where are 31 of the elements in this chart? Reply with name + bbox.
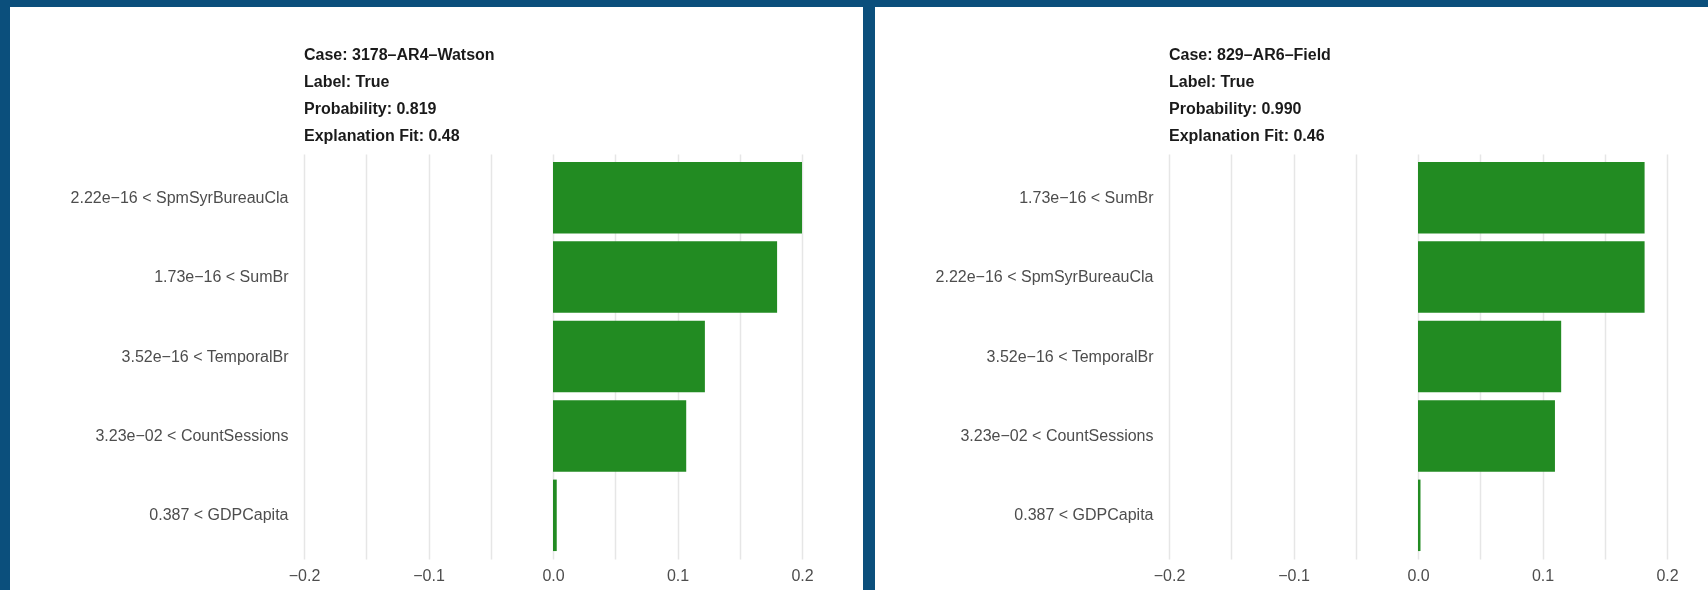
y-tick-label: 2.22e−16 < SpmSyrBureauCla [935, 268, 1154, 286]
x-tick-label: −0.2 [288, 566, 321, 584]
y-tick-label: 3.52e−16 < TemporalBr [986, 347, 1155, 365]
y-tick-label: 0.387 < GDPCapita [149, 506, 289, 524]
x-tick-label: 0.1 [1531, 566, 1555, 584]
chart-title: Case: 3178–AR4–Watson Label: True Probability: 0.819 Explanation Fit: 0.48 [304, 46, 495, 144]
bar [1418, 241, 1645, 313]
y-tick-label: 1.73e−16 < SumBr [1019, 188, 1155, 206]
bar [553, 320, 705, 393]
x-tick-label: 0.0 [542, 566, 565, 584]
bar [553, 241, 778, 313]
y-tick-label: 2.22e−16 < SpmSyrBureauCla [70, 188, 289, 206]
x-tick-label: −0.1 [1278, 566, 1310, 584]
bar [553, 161, 802, 234]
bar [1418, 161, 1645, 234]
x-tick-label: −0.2 [1153, 566, 1186, 584]
bar [1418, 400, 1555, 472]
y-tick-label: 3.23e−02 < CountSessions [960, 426, 1154, 444]
bar [553, 400, 687, 472]
y-tick-label: 3.52e−16 < TemporalBr [121, 347, 290, 365]
bar [1418, 320, 1562, 393]
x-tick-label: 0.0 [1407, 566, 1430, 584]
chart-title: Case: 829–AR6–Field Label: True Probability: 0.990 Explanation Fit: 0.46 [1169, 46, 1331, 144]
x-tick-label: 0.1 [666, 566, 690, 584]
y-tick-label: 1.73e−16 < SumBr [154, 268, 290, 286]
x-tick-label: −0.1 [413, 566, 445, 584]
y-tick-label: 0.387 < GDPCapita [1014, 506, 1154, 524]
bar [553, 479, 557, 552]
y-tick-label: 3.23e−02 < CountSessions [95, 426, 289, 444]
x-tick-label: 0.2 [791, 566, 814, 584]
x-tick-label: 0.2 [1656, 566, 1679, 584]
